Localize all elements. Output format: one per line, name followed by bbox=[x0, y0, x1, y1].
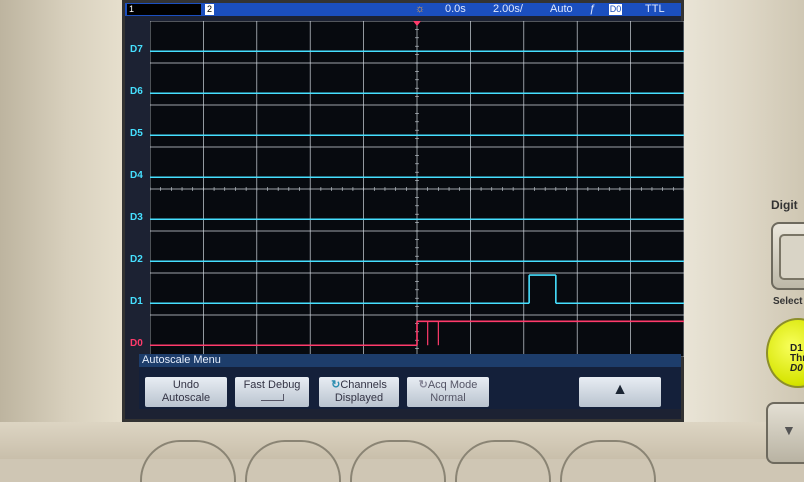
waveform-grid[interactable]: D7 D6 D5 D4 D3 D2 D1 D0 bbox=[130, 21, 684, 357]
acq-mode-line1: Acq Mode bbox=[427, 379, 478, 391]
acq-mode-button[interactable]: ↻Acq Mode Normal bbox=[407, 377, 489, 407]
channel-label-d1: D1 bbox=[130, 296, 143, 308]
side-select-label: Select bbox=[773, 296, 803, 307]
trigger-mode: Auto bbox=[550, 3, 573, 15]
toggle-icon bbox=[260, 394, 284, 401]
channel-label-d3: D3 bbox=[130, 212, 143, 224]
channels-displayed-line2: Displayed bbox=[334, 392, 384, 404]
fast-debug-button[interactable]: Fast Debug bbox=[235, 377, 309, 407]
undo-autoscale-line2: Autoscale bbox=[161, 392, 211, 404]
channel-1-indicator[interactable]: 1 bbox=[127, 4, 201, 15]
scope-screen: 1 2 ☼ 0.0s 2.00s/ Auto ƒ D0 TTL D7 D6 D5 D4… bbox=[122, 0, 684, 422]
trigger-source: D0 bbox=[609, 4, 622, 15]
channels-displayed-line1: Channels bbox=[340, 379, 387, 391]
time-offset: 0.0s bbox=[445, 3, 466, 15]
softkey-bar: Undo Autoscale Fast Debug ↻Channels Disp… bbox=[139, 367, 681, 409]
rotate-icon: ↻ bbox=[331, 379, 341, 391]
fast-debug-label: Fast Debug bbox=[243, 379, 301, 391]
acq-mode-line2: Normal bbox=[430, 392, 466, 404]
channels-displayed-button[interactable]: ↻Channels Displayed bbox=[319, 377, 399, 407]
back-up-button[interactable]: ▲ bbox=[579, 377, 661, 407]
channel-label-d6: D6 bbox=[130, 86, 143, 98]
bezel-left bbox=[0, 0, 122, 459]
undo-autoscale-button[interactable]: Undo Autoscale bbox=[145, 377, 227, 407]
undo-autoscale-line1: Undo bbox=[172, 379, 200, 391]
side-lower-button[interactable]: ▼ bbox=[766, 402, 804, 464]
trigger-position-marker bbox=[413, 21, 421, 26]
trigger-slope: ƒ bbox=[589, 3, 596, 15]
status-bar: 1 2 ☼ 0.0s 2.00s/ Auto ƒ D0 TTL bbox=[125, 3, 681, 16]
time-per-div: 2.00s/ bbox=[493, 3, 523, 15]
side-section-label: Digit bbox=[771, 198, 798, 212]
threshold-line3: D0 bbox=[790, 363, 803, 374]
digital-knob[interactable] bbox=[771, 222, 804, 290]
channel-label-d5: D5 bbox=[130, 128, 143, 140]
menu-title: Autoscale Menu bbox=[139, 354, 681, 367]
channel-label-d7: D7 bbox=[130, 44, 143, 56]
channel-2-indicator[interactable]: 2 bbox=[205, 4, 214, 15]
channel-label-d4: D4 bbox=[130, 170, 143, 182]
threshold-line2: Thr bbox=[790, 353, 804, 364]
logic-level: TTL bbox=[645, 3, 665, 15]
sun-icon: ☼ bbox=[415, 3, 426, 15]
threshold-line1: D1 bbox=[790, 343, 803, 354]
channel-label-d0: D0 bbox=[130, 338, 143, 350]
rotate-icon: ↻ bbox=[418, 379, 428, 391]
triangle-down-icon: ▼ bbox=[782, 422, 796, 438]
channel-label-d2: D2 bbox=[130, 254, 143, 266]
arrow-up-icon: ▲ bbox=[612, 381, 628, 398]
grid-svg bbox=[150, 21, 684, 357]
